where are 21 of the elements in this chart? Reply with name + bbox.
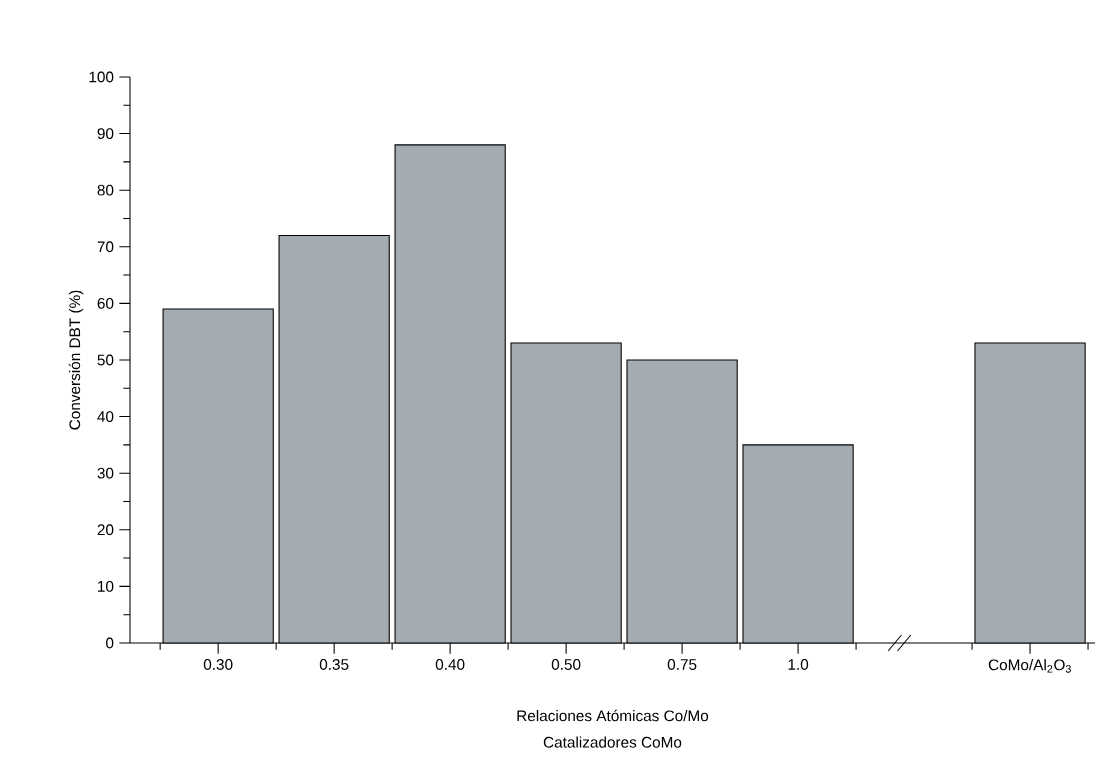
y-axis-title: Conversión DBT (%) [68,290,84,430]
x-tick-label: 1.0 [788,659,809,670]
text: Catalizadores CoMo [543,736,682,748]
y-tick-label: 50 [97,354,114,366]
x-tick-label: 0.50 [551,659,581,670]
y-tick-label: 80 [97,184,114,196]
y-tick-label: 10 [98,580,114,592]
y-tick-label: 40 [97,411,114,423]
x-tick-label: 0.40 [435,659,465,670]
y-tick-label: 0 [106,637,114,649]
y-tick-label: 100 [89,71,114,83]
x-tick-label: 0.75 [667,659,697,670]
y-tick-label: 30 [97,467,114,479]
x-tick-label: 0.30 [203,659,233,670]
y-tick-label: 90 [97,128,114,140]
x-tick-label: 0.35 [319,659,349,670]
x-axis-title: Relaciones Atómicas Co/Mo [517,709,709,722]
y-tick-label: 70 [97,241,114,253]
y-tick-label: 60 [97,297,114,309]
y-tick-label: 20 [97,524,114,536]
x-tick-label: CoMo/Al$_{2}$O$_{3}$ [988,659,1071,673]
